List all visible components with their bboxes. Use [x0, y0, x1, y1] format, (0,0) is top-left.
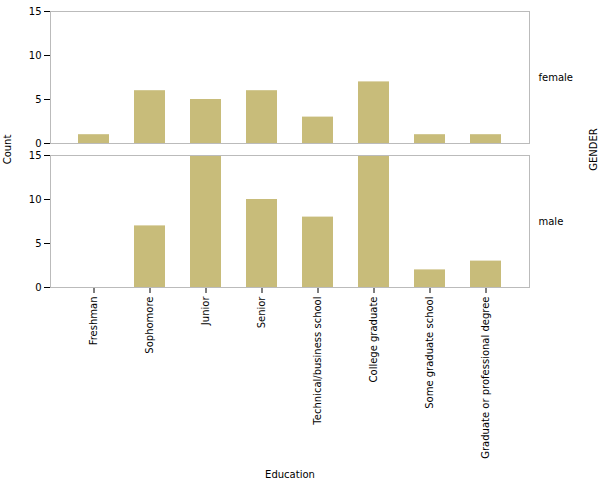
- svg-text:5: 5: [35, 238, 41, 249]
- svg-text:Count: Count: [2, 135, 13, 165]
- svg-text:Senior: Senior: [256, 296, 267, 329]
- svg-text:female: female: [539, 72, 573, 83]
- svg-text:College graduate: College graduate: [368, 297, 379, 383]
- svg-text:0: 0: [35, 138, 41, 149]
- svg-text:Junior: Junior: [200, 296, 211, 327]
- svg-text:male: male: [539, 216, 564, 227]
- svg-text:15: 15: [29, 6, 42, 17]
- svg-text:Sophomore: Sophomore: [144, 297, 155, 354]
- svg-text:Freshman: Freshman: [88, 297, 99, 346]
- svg-text:15: 15: [29, 150, 42, 161]
- svg-text:Education: Education: [265, 469, 315, 480]
- svg-text:0: 0: [35, 282, 41, 293]
- svg-text:10: 10: [29, 50, 42, 61]
- svg-text:10: 10: [29, 194, 42, 205]
- svg-text:Technical/business school: Technical/business school: [312, 297, 323, 426]
- svg-text:Graduate or professional degre: Graduate or professional degree: [480, 297, 491, 459]
- svg-text:Some graduate school: Some graduate school: [424, 297, 435, 409]
- svg-text:5: 5: [35, 94, 41, 105]
- svg-text:GENDER: GENDER: [588, 128, 599, 171]
